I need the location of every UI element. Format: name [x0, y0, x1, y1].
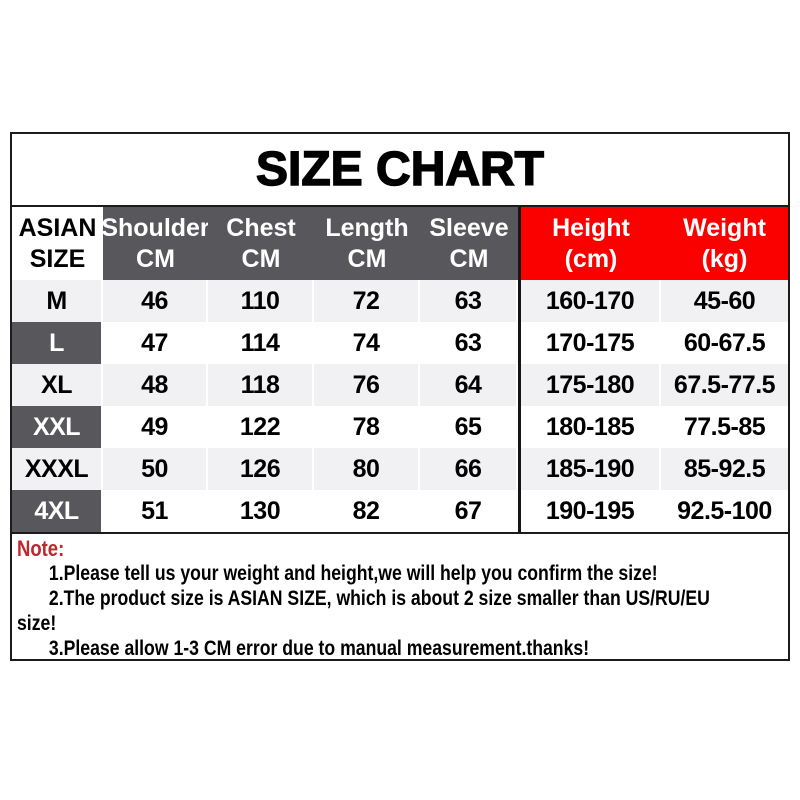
- cell-weight: 77.5-85: [683, 412, 766, 441]
- cell-weight: 85-92.5: [683, 454, 766, 483]
- header-length: Length CM: [314, 207, 420, 280]
- cell-length: 78: [314, 406, 420, 448]
- note-item-2-line-1: 2.The product size is ASIAN SIZE, which …: [48, 587, 710, 610]
- cell-sleeve: 67: [420, 490, 518, 532]
- cell-shoulder: 48: [103, 364, 208, 406]
- cell-chest: 114: [208, 322, 314, 364]
- note-item-3: 3.Please allow 1-3 CM error due to manua…: [48, 637, 590, 659]
- cell-length: 82: [314, 490, 420, 532]
- header-length-unit: CM: [347, 244, 387, 273]
- cell-length: 80: [314, 448, 420, 490]
- cell-weight: 45-60: [693, 286, 756, 315]
- notes-section: Note: 1.Please tell us your weight and h…: [12, 532, 788, 659]
- table-row-xxl: XXL 49 122 78 65 180-185 77.5-85: [12, 406, 788, 448]
- cell-size: XXXL: [12, 448, 103, 490]
- cell-length: 76: [314, 364, 420, 406]
- header-shoulder-label: Shoulder: [103, 213, 208, 242]
- table-row-m: M 46 110 72 63 160-170 45-60: [12, 280, 788, 322]
- cell-height: 160-170: [518, 280, 661, 322]
- cell-size: XL: [12, 364, 103, 406]
- note-item-1: 1.Please tell us your weight and height,…: [48, 562, 658, 585]
- header-length-label: Length: [325, 213, 409, 242]
- header-sleeve: Sleeve CM: [420, 207, 518, 280]
- table-row-l: L 47 114 74 63 170-175 60-67.5: [12, 322, 788, 364]
- header-asian-size-line2: SIZE: [29, 244, 86, 273]
- header-weight-unit: (kg): [701, 244, 748, 273]
- cell-shoulder: 47: [103, 322, 208, 364]
- header-sleeve-unit: CM: [449, 244, 489, 273]
- note-item-2-line-2: size!: [17, 612, 57, 635]
- cell-sleeve: 63: [420, 322, 518, 364]
- cell-height: 180-185: [518, 406, 661, 448]
- table-row-xl: XL 48 118 76 64 175-180 67.5-77.5: [12, 364, 788, 406]
- cell-height: 190-195: [518, 490, 661, 532]
- cell-chest: 122: [208, 406, 314, 448]
- header-height-label: Height: [552, 213, 630, 242]
- cell-shoulder: 46: [103, 280, 208, 322]
- cell-sleeve: 63: [420, 280, 518, 322]
- cell-sleeve: 65: [420, 406, 518, 448]
- header-weight: Weight (kg): [661, 207, 788, 280]
- header-chest-unit: CM: [241, 244, 281, 273]
- cell-chest: 130: [208, 490, 314, 532]
- cell-size: L: [12, 322, 103, 364]
- header-shoulder-unit: CM: [136, 244, 175, 273]
- cell-height: 185-190: [518, 448, 661, 490]
- table-row-4xl: 4XL 51 130 82 67 190-195 92.5-100: [12, 490, 788, 532]
- cell-size: 4XL: [12, 490, 103, 532]
- cell-chest: 118: [208, 364, 314, 406]
- notes-label: Note:: [17, 536, 65, 561]
- table-row-xxxl: XXXL 50 126 80 66 185-190 85-92.5: [12, 448, 788, 490]
- cell-length: 74: [314, 322, 420, 364]
- header-sleeve-label: Sleeve: [429, 213, 509, 242]
- cell-shoulder: 50: [103, 448, 208, 490]
- header-weight-label: Weight: [683, 213, 766, 242]
- size-chart-box: SIZE CHART ASIAN SIZE Shoulder CM Chest …: [10, 132, 790, 661]
- cell-weight: 67.5-77.5: [673, 370, 776, 399]
- cell-chest: 126: [208, 448, 314, 490]
- cell-size: M: [12, 280, 103, 322]
- header-height: Height (cm): [518, 207, 661, 280]
- cell-weight: 60-67.5: [683, 328, 766, 357]
- page-title: SIZE CHART: [255, 142, 545, 197]
- header-shoulder: Shoulder CM: [103, 207, 208, 280]
- cell-height: 170-175: [518, 322, 661, 364]
- table-header: ASIAN SIZE Shoulder CM Chest CM Length C…: [12, 207, 788, 280]
- header-chest-label: Chest: [226, 213, 296, 242]
- cell-height: 175-180: [518, 364, 661, 406]
- cell-shoulder: 49: [103, 406, 208, 448]
- header-asian-size-line1: ASIAN: [18, 213, 97, 242]
- notes-text-block: Note: 1.Please tell us your weight and h…: [17, 536, 788, 659]
- cell-weight: 92.5-100: [677, 496, 772, 525]
- title-row: SIZE CHART: [12, 134, 788, 207]
- cell-sleeve: 64: [420, 364, 518, 406]
- header-height-unit: (cm): [564, 244, 618, 273]
- header-chest: Chest CM: [208, 207, 314, 280]
- cell-size: XXL: [12, 406, 103, 448]
- cell-sleeve: 66: [420, 448, 518, 490]
- cell-shoulder: 51: [103, 490, 208, 532]
- cell-length: 72: [314, 280, 420, 322]
- cell-chest: 110: [208, 280, 314, 322]
- header-asian-size: ASIAN SIZE: [12, 207, 103, 280]
